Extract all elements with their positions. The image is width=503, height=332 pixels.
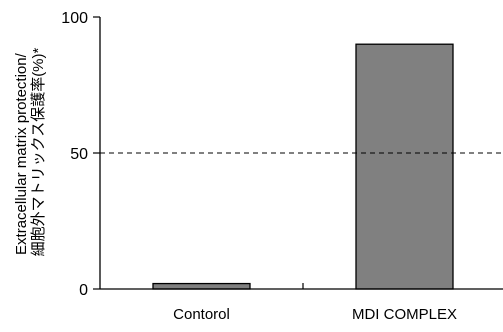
x-ticks-group: Contorol MDI COMPLEX	[173, 283, 457, 323]
bar-control	[152, 282, 251, 290]
bars-group	[152, 43, 454, 290]
y-tick-label: 50	[70, 146, 88, 163]
y-tick-label: 100	[61, 10, 88, 27]
y-ticks-group: 0 50 100	[61, 10, 100, 299]
y-axis-label-line-2: 細胞外マトリックス保護率(%)*	[30, 47, 47, 256]
x-tick-label: Contorol	[173, 306, 230, 323]
y-axis-label-line-1: Extracellular matrix protection/	[13, 52, 30, 255]
y-axis-label: Extracellular matrix protection/ 細胞外マトリッ…	[13, 47, 47, 256]
x-tick-label: MDI COMPLEX	[352, 306, 457, 323]
bar-mdi-complex	[355, 43, 454, 290]
y-tick-label: 0	[79, 282, 88, 299]
